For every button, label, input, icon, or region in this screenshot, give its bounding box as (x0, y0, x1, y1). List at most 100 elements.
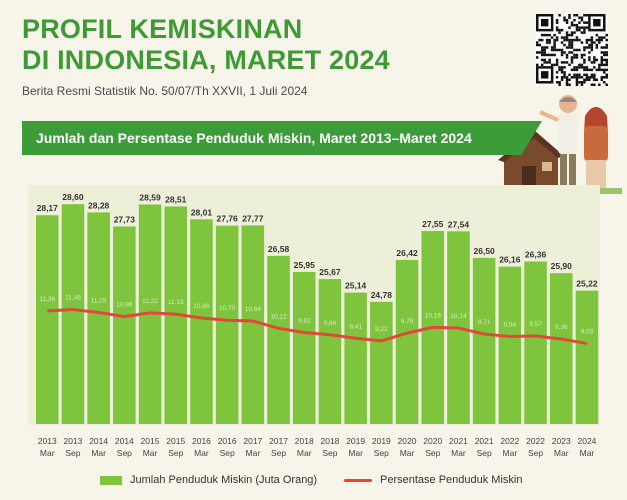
pct-value-label-0: 11,36 (39, 296, 55, 303)
bar-6 (190, 219, 213, 424)
pct-value-label-14: 9,78 (401, 318, 414, 325)
pct-value-label-8: 10,64 (245, 306, 262, 313)
bar-9 (267, 255, 290, 424)
x-tick-period-12: Mar (348, 448, 363, 458)
legend-label-bars: Jumlah Penduduk Miskin (Juta Orang) (130, 474, 318, 486)
x-tick-period-0: Mar (40, 448, 55, 458)
bar-value-label-1: 28,60 (62, 192, 84, 202)
x-tick-period-8: Mar (246, 448, 261, 458)
x-tick-year-9: 2017 (269, 436, 288, 446)
x-tick-period-15: Sep (425, 448, 440, 458)
title-line-2: DI INDONESIA, MARET 2024 (22, 45, 390, 75)
bar-17 (472, 257, 496, 424)
bar-value-label-7: 27,76 (217, 214, 239, 224)
legend-item-bars: Jumlah Penduduk Miskin (Juta Orang) (100, 474, 317, 486)
release-subtitle: Berita Resmi Statistik No. 50/07/Th XXVI… (22, 84, 308, 98)
pct-value-label-9: 10,12 (270, 313, 287, 320)
bar-value-label-2: 28,28 (88, 200, 110, 210)
x-tick-year-16: 2021 (449, 436, 468, 446)
pct-value-label-2: 11,25 (91, 298, 107, 305)
x-tick-year-12: 2019 (346, 436, 365, 446)
title-line-1: PROFIL KEMISKINAN (22, 14, 303, 44)
bar-value-label-16: 27,54 (448, 219, 470, 229)
pct-value-label-6: 10,86 (193, 303, 210, 310)
x-tick-period-19: Sep (528, 448, 543, 458)
bar-value-label-10: 25,95 (294, 260, 316, 270)
x-tick-year-0: 2013 (38, 436, 57, 446)
bar-value-label-21: 25,22 (576, 279, 598, 289)
bar-0 (36, 215, 59, 424)
x-tick-year-10: 2018 (295, 436, 314, 446)
x-tick-year-6: 2016 (192, 436, 211, 446)
x-tick-year-15: 2020 (423, 436, 442, 446)
chart-legend: Jumlah Penduduk Miskin (Juta Orang) Pers… (0, 474, 627, 492)
x-tick-period-10: Mar (297, 448, 312, 458)
x-tick-period-1: Sep (65, 448, 80, 458)
x-tick-period-20: Mar (554, 448, 569, 458)
pct-value-label-10: 9,82 (298, 318, 311, 325)
bar-10 (293, 271, 316, 424)
bar-11 (318, 279, 342, 424)
qr-code-icon (536, 14, 608, 86)
bar-value-label-5: 28,51 (165, 195, 187, 205)
x-tick-period-21: Mar (580, 448, 595, 458)
bar-value-label-15: 27,55 (422, 219, 444, 229)
bar-value-label-18: 26,16 (499, 255, 521, 265)
x-tick-period-13: Sep (374, 448, 389, 458)
pct-value-label-3: 10,96 (116, 302, 133, 309)
bar-19 (524, 261, 547, 424)
x-tick-period-18: Mar (503, 448, 518, 458)
bar-value-label-19: 26,36 (525, 249, 547, 259)
x-tick-period-6: Mar (194, 448, 209, 458)
bar-value-label-17: 26,50 (474, 246, 496, 256)
bar-value-label-9: 26,58 (268, 244, 290, 254)
x-tick-year-5: 2015 (166, 436, 185, 446)
x-tick-period-4: Mar (143, 448, 158, 458)
bar-14 (395, 259, 419, 424)
percentage-line (47, 308, 588, 346)
pct-value-label-17: 9,71 (478, 319, 491, 326)
pct-value-label-4: 11,22 (142, 298, 158, 305)
bar-value-label-20: 25,90 (551, 261, 573, 271)
bar-value-label-14: 26,42 (396, 248, 418, 258)
bar-value-label-11: 25,67 (319, 267, 341, 277)
legend-swatch-line (344, 478, 372, 482)
legend-swatch-bars (100, 475, 122, 485)
bar-13 (370, 301, 393, 424)
x-tick-year-1: 2013 (63, 436, 82, 446)
legend-item-line: Persentase Penduduk Miskin (344, 474, 522, 486)
bar-value-label-12: 25,14 (345, 281, 367, 291)
x-tick-period-14: Mar (400, 448, 415, 458)
pct-value-label-5: 11,13 (168, 299, 184, 306)
bar-value-label-6: 28,01 (191, 207, 213, 217)
pct-value-label-15: 10,19 (425, 312, 442, 319)
pct-value-label-18: 9,54 (504, 321, 517, 328)
x-tick-year-3: 2014 (115, 436, 134, 446)
x-tick-year-2: 2014 (89, 436, 108, 446)
bar-8 (241, 225, 265, 424)
x-tick-period-16: Mar (451, 448, 466, 458)
x-tick-year-21: 2024 (577, 436, 596, 446)
pct-value-label-1: 11,46 (65, 295, 81, 302)
x-tick-year-18: 2022 (500, 436, 519, 446)
pct-value-label-7: 10,70 (219, 305, 236, 312)
x-tick-year-11: 2018 (320, 436, 339, 446)
x-tick-year-14: 2020 (398, 436, 417, 446)
bar-value-label-3: 27,73 (114, 214, 136, 224)
pct-value-label-21: 9,03 (581, 329, 594, 336)
bar-21 (575, 290, 599, 424)
pct-value-label-11: 9,66 (324, 320, 337, 327)
x-tick-period-17: Sep (477, 448, 492, 458)
bar-value-label-8: 27,77 (242, 213, 264, 223)
x-tick-year-4: 2015 (141, 436, 160, 446)
pct-value-label-12: 9,41 (349, 323, 362, 330)
x-tick-period-5: Sep (168, 448, 183, 458)
bar-1 (61, 204, 85, 424)
bar-3 (113, 226, 136, 424)
page-title: PROFIL KEMISKINAN DI INDONESIA, MARET 20… (22, 14, 390, 76)
bar-20 (550, 273, 573, 424)
x-tick-year-20: 2023 (552, 436, 571, 446)
pct-value-label-20: 9,36 (555, 324, 568, 331)
legend-label-line: Persentase Penduduk Miskin (380, 474, 523, 486)
bar-2 (87, 212, 110, 424)
